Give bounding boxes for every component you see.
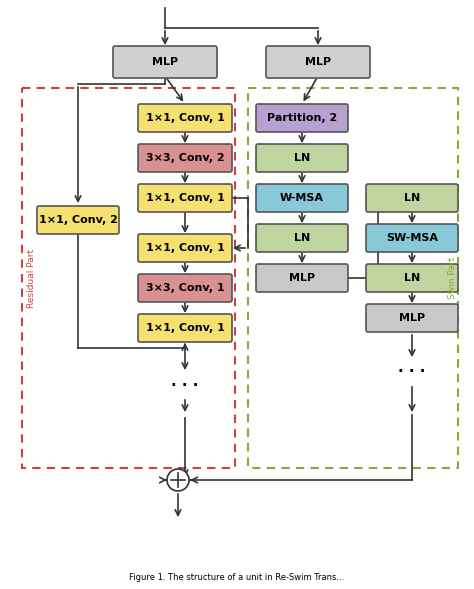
Text: 3×3, Conv, 1: 3×3, Conv, 1 xyxy=(146,283,224,293)
Text: 3×3, Conv, 2: 3×3, Conv, 2 xyxy=(146,153,224,163)
Text: SW-MSA: SW-MSA xyxy=(386,233,438,243)
FancyBboxPatch shape xyxy=(366,184,458,212)
Text: 1×1, Conv, 2: 1×1, Conv, 2 xyxy=(38,215,118,225)
FancyBboxPatch shape xyxy=(138,314,232,342)
FancyBboxPatch shape xyxy=(37,206,119,234)
Text: Swin Part: Swin Part xyxy=(448,257,457,299)
Text: MLP: MLP xyxy=(305,57,331,67)
FancyBboxPatch shape xyxy=(366,224,458,252)
Text: · · ·: · · · xyxy=(171,378,199,392)
Text: MLP: MLP xyxy=(152,57,178,67)
FancyBboxPatch shape xyxy=(113,46,217,78)
Circle shape xyxy=(167,469,189,491)
Text: MLP: MLP xyxy=(289,273,315,283)
Text: Residual Part: Residual Part xyxy=(27,249,36,307)
FancyBboxPatch shape xyxy=(366,264,458,292)
FancyBboxPatch shape xyxy=(366,304,458,332)
Text: 1×1, Conv, 1: 1×1, Conv, 1 xyxy=(146,113,224,123)
Text: MLP: MLP xyxy=(399,313,425,323)
FancyBboxPatch shape xyxy=(266,46,370,78)
Text: Partition, 2: Partition, 2 xyxy=(267,113,337,123)
Text: LN: LN xyxy=(404,193,420,203)
FancyBboxPatch shape xyxy=(256,144,348,172)
FancyBboxPatch shape xyxy=(256,104,348,132)
FancyBboxPatch shape xyxy=(138,234,232,262)
Text: 1×1, Conv, 1: 1×1, Conv, 1 xyxy=(146,243,224,253)
FancyBboxPatch shape xyxy=(256,184,348,212)
FancyBboxPatch shape xyxy=(138,144,232,172)
Text: LN: LN xyxy=(404,273,420,283)
FancyBboxPatch shape xyxy=(138,184,232,212)
Text: 1×1, Conv, 1: 1×1, Conv, 1 xyxy=(146,193,224,203)
Text: Figure 1. The structure of a unit in Re-Swim Trans...: Figure 1. The structure of a unit in Re-… xyxy=(129,573,345,581)
Text: · · ·: · · · xyxy=(398,365,426,379)
FancyBboxPatch shape xyxy=(256,264,348,292)
Text: LN: LN xyxy=(294,153,310,163)
Text: W-MSA: W-MSA xyxy=(280,193,324,203)
FancyBboxPatch shape xyxy=(138,104,232,132)
Text: 1×1, Conv, 1: 1×1, Conv, 1 xyxy=(146,323,224,333)
FancyBboxPatch shape xyxy=(256,224,348,252)
Text: LN: LN xyxy=(294,233,310,243)
FancyBboxPatch shape xyxy=(138,274,232,302)
